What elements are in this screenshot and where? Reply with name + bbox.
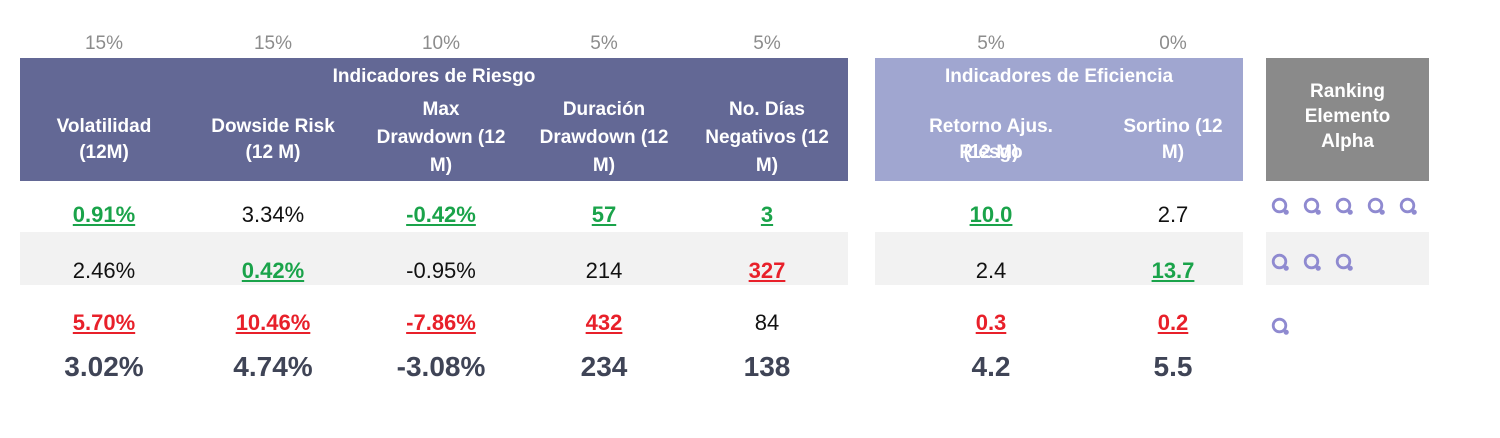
row-band — [875, 232, 1243, 285]
alpha-ring-icon — [1271, 253, 1289, 271]
column-header-line: Volatilidad — [56, 116, 152, 137]
column-header-line: Negativos (12 — [705, 127, 829, 148]
alpha-ring-icon — [1303, 197, 1321, 215]
column-header-line: Duración — [562, 99, 646, 120]
table-cell: 84 — [754, 310, 780, 335]
weight-label: 5% — [977, 33, 1005, 54]
alpha-ring-icon — [1335, 253, 1353, 271]
alpha-ring-icon — [1367, 197, 1385, 215]
average-value: 234 — [580, 351, 628, 382]
table-cell: 0.91% — [72, 202, 136, 227]
average-value: -3.08% — [396, 351, 486, 382]
alpha-ring-icon — [1399, 197, 1417, 215]
rank-icons — [1270, 316, 1291, 337]
column-header-line: (12 M) — [245, 142, 301, 163]
weight-label: 5% — [753, 33, 781, 54]
table-cell: 57 — [591, 202, 617, 227]
column-header-line: Dowside Risk — [211, 116, 335, 137]
table-cell: 10.0 — [969, 202, 1013, 227]
table-cell: -0.42% — [406, 202, 476, 227]
efficiency-group-title: Indicadores de Eficiencia — [944, 66, 1174, 87]
table-cell: 10.46% — [235, 310, 311, 335]
table-cell: -0.95% — [406, 258, 476, 283]
weight-label: 5% — [590, 33, 618, 54]
table-cell: 3 — [760, 202, 774, 227]
weight-label: 15% — [253, 33, 293, 54]
column-header-line: Drawdown (12 — [376, 127, 506, 148]
alpha-ring-icon — [1303, 253, 1321, 271]
table-cell: 2.7 — [1157, 202, 1189, 227]
row-band — [20, 232, 848, 285]
column-header-line: Sortino (12 — [1123, 116, 1223, 137]
table-cell: 0.2 — [1157, 310, 1189, 335]
ranking-header — [1266, 58, 1429, 181]
column-header-line: Retorno Ajus. Riesgo — [929, 116, 1053, 163]
column-header-line: M) — [429, 155, 453, 176]
alpha-ring-icon — [1335, 197, 1353, 215]
table-cell: 13.7 — [1151, 258, 1195, 283]
ranking-title-line: Ranking — [1310, 81, 1385, 102]
weight-label: 15% — [84, 33, 124, 54]
average-value: 4.74% — [233, 351, 313, 382]
average-value: 4.2 — [971, 351, 1011, 382]
rank-icons — [1270, 252, 1355, 273]
table-cell: 5.70% — [72, 310, 136, 335]
weight-label: 0% — [1159, 33, 1187, 54]
risk-group-title: Indicadores de Riesgo — [332, 66, 536, 87]
ranking-group-title: Ranking Elemento Alpha — [1266, 79, 1429, 154]
table-cell: -7.86% — [406, 310, 476, 335]
average-value: 5.5 — [1153, 351, 1193, 382]
risk-header — [20, 58, 848, 181]
alpha-ring-icon — [1271, 197, 1289, 215]
efficiency-header — [875, 58, 1243, 181]
table-cell: 3.34% — [241, 202, 305, 227]
column-header-line: (12 M) — [963, 142, 1019, 163]
column-header-line: M) — [1161, 142, 1185, 163]
ranking-title-line: Elemento — [1304, 106, 1391, 127]
table-cell: 0.42% — [241, 258, 305, 283]
table-cell: 214 — [585, 258, 623, 283]
ranking-title-line: Alpha — [1321, 131, 1374, 152]
weight-label: 10% — [421, 33, 461, 54]
table-cell: 327 — [748, 258, 786, 283]
column-header-line: (12M) — [79, 142, 129, 163]
table-cell: 432 — [585, 310, 623, 335]
rank-icons — [1270, 196, 1419, 217]
column-header-line: No. Días — [728, 99, 806, 120]
table-cell: 2.46% — [72, 258, 136, 283]
column-header-line: M) — [592, 155, 616, 176]
column-header-line: Drawdown (12 — [539, 127, 669, 148]
table-cell: 0.3 — [975, 310, 1007, 335]
column-header-line: M) — [755, 155, 779, 176]
average-value: 3.02% — [64, 351, 144, 382]
average-value: 138 — [743, 351, 791, 382]
column-header-line: Max — [422, 99, 460, 120]
alpha-ring-icon — [1271, 317, 1289, 335]
table-cell: 2.4 — [975, 258, 1007, 283]
